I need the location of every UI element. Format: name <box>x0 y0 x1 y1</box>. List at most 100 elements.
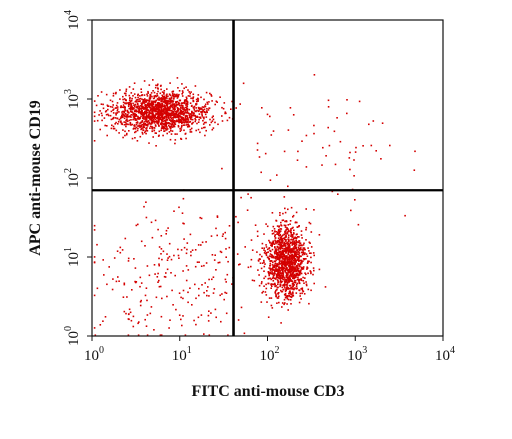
event-dot <box>285 238 287 241</box>
event-dot <box>291 244 293 246</box>
event-dot <box>109 105 112 108</box>
event-dot <box>162 134 164 137</box>
event-dot <box>289 288 291 290</box>
event-dot <box>140 91 143 93</box>
event-dot <box>278 241 281 243</box>
event-dot <box>294 281 297 284</box>
event-dot <box>96 287 99 290</box>
event-dot <box>293 259 296 262</box>
event-dot <box>166 111 169 113</box>
event-dot <box>123 92 126 95</box>
event-dot <box>292 291 294 293</box>
event-dot <box>147 90 149 93</box>
event-dot <box>169 126 171 128</box>
event-dot <box>288 279 290 282</box>
event-dot <box>294 236 296 239</box>
event-dot <box>280 322 282 324</box>
event-dot <box>174 142 176 145</box>
event-dot <box>112 92 115 95</box>
event-dot <box>290 257 293 259</box>
event-dot <box>292 266 295 269</box>
event-dot <box>184 102 186 104</box>
event-dot <box>169 116 172 119</box>
event-dot <box>169 119 171 121</box>
event-dot <box>283 283 285 286</box>
event-dot <box>276 269 279 271</box>
event-dot <box>158 102 161 105</box>
event-dot <box>141 131 144 134</box>
event-dot <box>155 99 157 102</box>
event-dot <box>151 236 154 239</box>
event-dot <box>155 145 157 147</box>
event-dot <box>208 278 210 281</box>
event-dot <box>150 102 153 105</box>
event-dot <box>151 95 153 98</box>
event-dot <box>142 105 144 108</box>
event-dot <box>310 252 312 254</box>
event-dot <box>173 109 176 111</box>
event-dot <box>188 91 190 93</box>
event-dot <box>289 230 292 232</box>
event-dot <box>130 114 133 116</box>
event-dot <box>224 231 226 234</box>
event-dot <box>304 252 306 254</box>
event-dot <box>286 278 289 280</box>
event-dot <box>166 129 168 131</box>
event-dot <box>305 134 308 137</box>
event-points <box>93 74 416 336</box>
event-dot <box>309 242 311 244</box>
event-dot <box>276 225 279 227</box>
event-dot <box>121 111 123 113</box>
event-dot <box>265 287 268 290</box>
event-dot <box>134 137 136 139</box>
event-dot <box>176 77 179 79</box>
event-dot <box>292 287 294 290</box>
event-dot <box>165 113 167 115</box>
event-dot <box>190 97 192 100</box>
event-dot <box>333 130 336 133</box>
event-dot <box>153 122 156 124</box>
event-dot <box>160 123 162 126</box>
event-dot <box>175 308 177 311</box>
event-dot <box>288 259 290 261</box>
event-dot <box>284 262 286 264</box>
event-dot <box>203 291 205 294</box>
event-dot <box>246 209 249 211</box>
event-dot <box>192 114 194 117</box>
event-dot <box>108 266 110 268</box>
event-dot <box>124 130 126 133</box>
event-dot <box>172 108 174 110</box>
event-dot <box>214 103 216 106</box>
event-dot <box>271 243 273 245</box>
event-dot <box>150 117 153 120</box>
event-dot <box>136 106 139 109</box>
event-dot <box>187 95 190 97</box>
event-dot <box>274 260 277 263</box>
event-dot <box>295 292 298 294</box>
event-dot <box>134 115 136 117</box>
event-dot <box>228 116 231 119</box>
event-dot <box>298 254 300 256</box>
event-dot <box>265 244 267 246</box>
event-dot <box>205 110 208 112</box>
event-dot <box>160 112 163 115</box>
event-dot <box>125 88 128 91</box>
event-dot <box>380 158 382 160</box>
event-dot <box>170 133 173 135</box>
event-dot <box>287 236 290 239</box>
event-dot <box>131 105 133 107</box>
event-dot <box>271 285 273 287</box>
event-dot <box>292 272 295 274</box>
event-dot <box>148 274 151 277</box>
event-dot <box>305 226 308 229</box>
event-dot <box>215 227 217 230</box>
event-dot <box>271 254 273 257</box>
event-dot <box>250 196 252 199</box>
event-dot <box>277 293 279 295</box>
event-dot <box>157 122 160 124</box>
event-dot <box>276 275 278 277</box>
event-dot <box>176 101 178 103</box>
event-dot <box>172 304 174 306</box>
event-dot <box>256 235 259 237</box>
event-dot <box>273 260 276 262</box>
